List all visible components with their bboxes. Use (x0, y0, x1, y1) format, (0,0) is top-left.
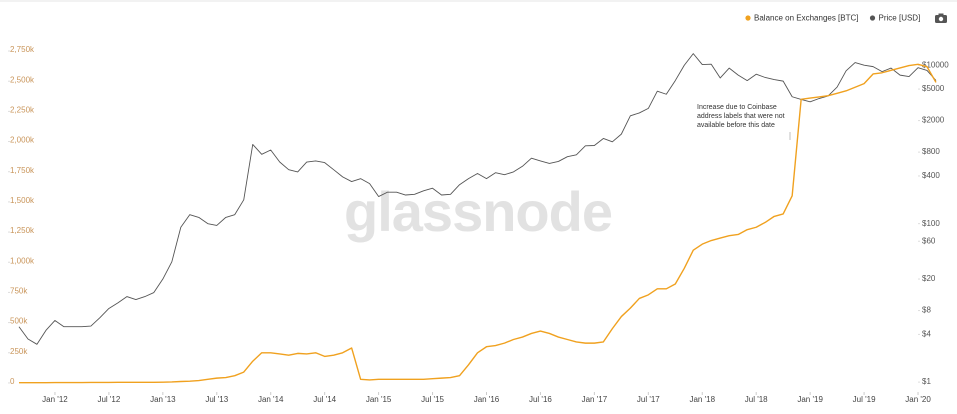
y-tick-label: 0 (10, 377, 15, 386)
legend-marker (745, 15, 751, 21)
watermark: glassnode (344, 180, 612, 243)
x-tick-label: Jul '17 (637, 395, 660, 404)
y-tick-label: 500k (10, 317, 28, 326)
x-tick-label: Jan '13 (150, 395, 176, 404)
x-tick-label: Jan '16 (474, 395, 500, 404)
x-tick-label: Jul '14 (313, 395, 336, 404)
y2-tick-label: $20 (922, 274, 936, 283)
x-tick-label: Jul '19 (853, 395, 876, 404)
camera-top (938, 13, 944, 16)
series-line (18, 53, 937, 345)
annotation: Increase due to Coinbase address labels t… (697, 104, 791, 140)
series-line (18, 63, 937, 384)
y2-tick-label: $1 (922, 377, 931, 386)
legend-label: Balance on Exchanges [BTC] (754, 14, 859, 23)
y-tick-label: 2,500k (10, 75, 35, 84)
y-tick-label: 250k (10, 347, 28, 356)
y-tick-label: 1,000k (10, 256, 35, 265)
x-tick-label: Jul '16 (529, 395, 552, 404)
x-tick-label: Jul '13 (205, 395, 228, 404)
y-tick-label: 2,750k (10, 45, 35, 54)
y-tick-label: 2,250k (10, 105, 35, 114)
annotation-line: address labels that were not (697, 113, 785, 120)
annotation-line: available before this date (697, 122, 775, 129)
y2-tick-label: $2000 (922, 116, 945, 125)
y2-tick-label: $400 (922, 171, 940, 180)
x-tick-label: Jul '12 (97, 395, 120, 404)
x-tick-label: Jul '15 (421, 395, 444, 404)
x-tick-label: Jan '12 (42, 395, 68, 404)
x-tick-label: Jan '15 (366, 395, 392, 404)
y-tick-label: 1,750k (10, 166, 35, 175)
y-tick-label: 2,000k (10, 136, 35, 145)
y2-tick-label: $10000 (922, 60, 949, 69)
y2-tick-label: $100 (922, 219, 940, 228)
camera-lens (938, 16, 944, 22)
legend-marker (869, 15, 876, 21)
camera-icon[interactable] (935, 13, 947, 24)
x-tick-label: Jul '18 (745, 395, 768, 404)
x-tick-label: Jan '19 (797, 395, 823, 404)
x-tick-label: Jan '20 (905, 395, 931, 404)
y2-tick-label: $8 (922, 306, 931, 315)
y2-tick-label: $5000 (922, 84, 945, 93)
x-tick-label: Jan '14 (258, 395, 284, 404)
y2-tick-label: $800 (922, 147, 940, 156)
x-tick-label: Jan '18 (689, 395, 715, 404)
y2-tick-label: $4 (922, 330, 931, 339)
y-tick-label: 1,500k (10, 196, 35, 205)
x-tick-label: Jan '17 (582, 395, 608, 404)
y-tick-label: 750k (10, 287, 28, 296)
legend-label: Price [USD] (879, 14, 921, 23)
annotation-line: Increase due to Coinbase (697, 104, 777, 111)
y-tick-label: 1,250k (10, 226, 35, 235)
y2-tick-label: $60 (922, 236, 936, 245)
